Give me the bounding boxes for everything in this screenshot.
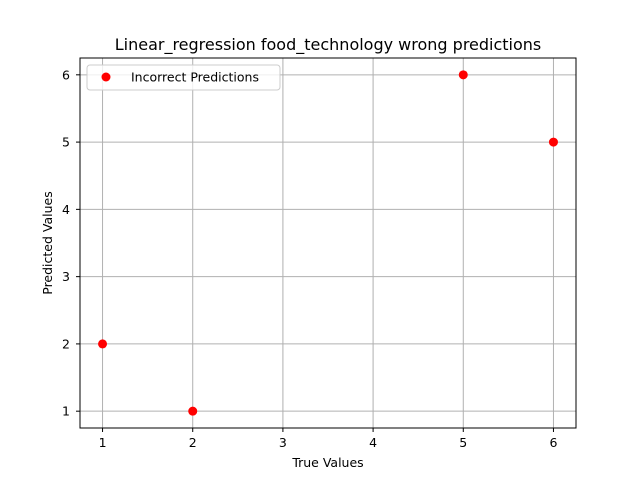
y-tick-label: 1 [62, 404, 70, 419]
y-axis-label: Predicted Values [40, 191, 55, 295]
data-points [98, 70, 558, 416]
legend-box [86, 64, 281, 91]
x-tick-label: 1 [99, 435, 107, 450]
x-tick-label: 5 [459, 435, 467, 450]
x-tick-label: 2 [189, 435, 197, 450]
ticks: 1 2 3 4 5 6 1 2 3 4 5 6 [62, 67, 557, 450]
legend: Incorrect Predictions [86, 64, 281, 91]
legend-label: Incorrect Predictions [131, 70, 259, 85]
x-axis-label: True Values [291, 455, 363, 470]
x-tick-label: 6 [549, 435, 557, 450]
data-point [188, 406, 198, 416]
legend-marker [101, 72, 111, 82]
y-tick-label: 6 [62, 67, 70, 82]
data-point [98, 339, 108, 349]
y-tick-label: 3 [62, 269, 70, 284]
data-point [548, 137, 558, 147]
chart-title: Linear_regression food_technology wrong … [115, 35, 542, 55]
y-tick-label: 5 [62, 135, 70, 150]
y-tick-label: 4 [62, 202, 70, 217]
data-point [458, 70, 468, 80]
y-tick-label: 2 [62, 336, 70, 351]
grid [80, 58, 576, 428]
plot-frame [79, 57, 577, 429]
x-tick-label: 3 [279, 435, 287, 450]
x-tick-label: 4 [369, 435, 377, 450]
